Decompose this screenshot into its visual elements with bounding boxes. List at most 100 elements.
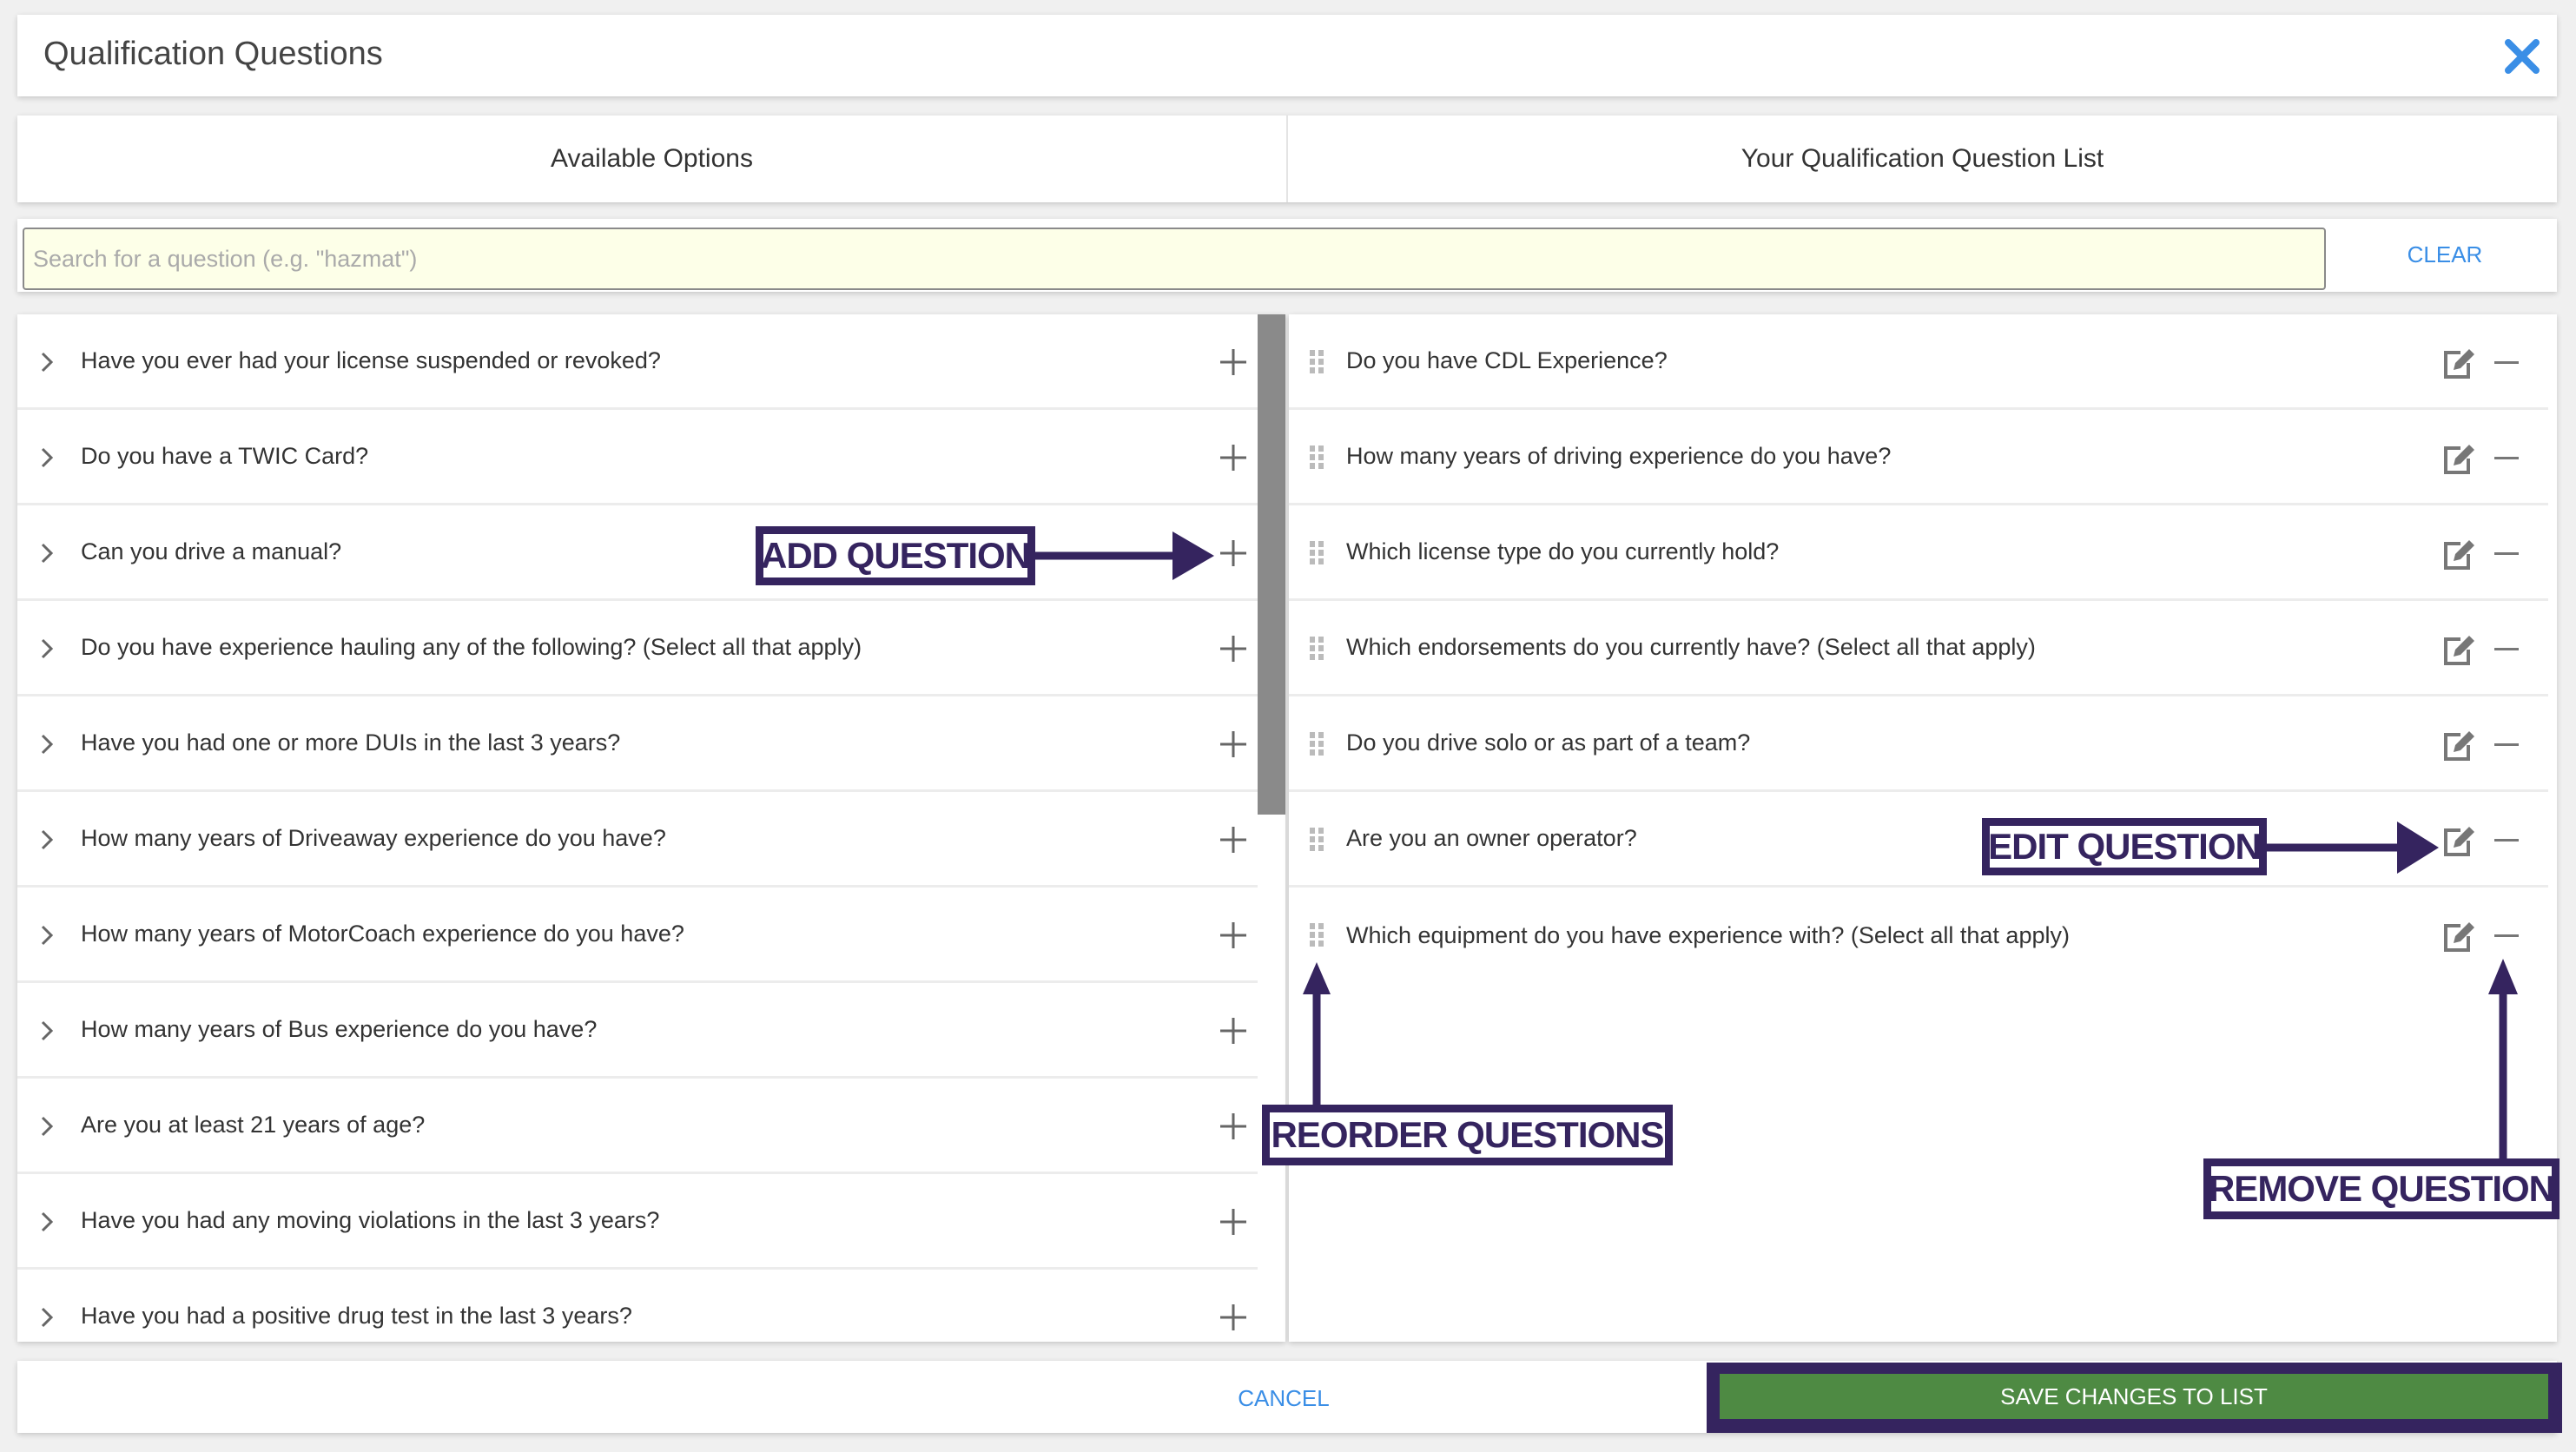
- option-text: Can you drive a manual?: [81, 538, 342, 564]
- scrollbar-thumb[interactable]: [1258, 314, 1285, 815]
- plus-icon[interactable]: [1219, 1112, 1248, 1141]
- plus-icon[interactable]: [1219, 1303, 1248, 1332]
- plus-icon[interactable]: [1219, 538, 1248, 568]
- question-list-row[interactable]: Do you drive solo or as part of a team?: [1289, 696, 2548, 792]
- question-text: Do you have CDL Experience?: [1346, 347, 1668, 373]
- question-list-row[interactable]: Do you have CDL Experience?: [1289, 314, 2548, 410]
- edit-icon[interactable]: [2441, 346, 2476, 380]
- chevron-right-icon[interactable]: [35, 1016, 59, 1046]
- plus-icon[interactable]: [1219, 634, 1248, 663]
- remove-minus-icon[interactable]: [2494, 839, 2519, 842]
- remove-minus-icon[interactable]: [2494, 743, 2519, 746]
- chevron-right-icon[interactable]: [35, 538, 59, 568]
- option-text: How many years of Bus experience do you …: [81, 1016, 598, 1042]
- drag-handle-icon[interactable]: [1308, 636, 1325, 662]
- remove-minus-icon[interactable]: [2494, 361, 2519, 364]
- available-options-list: Have you ever had your license suspended…: [17, 314, 1285, 1342]
- plus-icon[interactable]: [1219, 1207, 1248, 1237]
- question-list-row[interactable]: Are you an owner operator?: [1289, 792, 2548, 888]
- chevron-right-icon[interactable]: [35, 921, 59, 950]
- drag-handle-icon[interactable]: [1308, 445, 1325, 471]
- annotation-reorder-questions: REORDER QUESTIONS: [1262, 1105, 1673, 1165]
- tab-bar: Available Options Your Qualification Que…: [17, 116, 2557, 202]
- tab-question-list[interactable]: Your Qualification Question List: [1286, 116, 2557, 202]
- plus-icon[interactable]: [1219, 729, 1248, 759]
- plus-icon[interactable]: [1219, 1016, 1248, 1046]
- available-option-row[interactable]: Are you at least 21 years of age?: [17, 1079, 1258, 1174]
- drag-handle-icon[interactable]: [1308, 731, 1325, 757]
- chevron-right-icon[interactable]: [35, 1207, 59, 1237]
- tab-available-options[interactable]: Available Options: [551, 144, 753, 173]
- chevron-right-icon[interactable]: [35, 729, 59, 759]
- available-option-row[interactable]: Have you had a positive drug test in the…: [17, 1270, 1258, 1342]
- option-text: Do you have experience hauling any of th…: [81, 634, 862, 660]
- close-x-icon[interactable]: [2498, 32, 2546, 81]
- chevron-right-icon[interactable]: [35, 1112, 59, 1141]
- question-text: Are you an owner operator?: [1346, 825, 1637, 851]
- question-text: Do you drive solo or as part of a team?: [1346, 729, 1751, 756]
- chevron-right-icon[interactable]: [35, 347, 59, 377]
- drag-handle-icon[interactable]: [1308, 540, 1325, 566]
- cancel-button[interactable]: CANCEL: [1238, 1385, 1330, 1411]
- remove-minus-icon[interactable]: [2494, 934, 2519, 937]
- question-text: Which endorsements do you currently have…: [1346, 634, 2036, 660]
- plus-icon[interactable]: [1219, 921, 1248, 950]
- available-option-row[interactable]: How many years of Bus experience do you …: [17, 983, 1258, 1079]
- dialog-footer: CANCEL SAVE CHANGES TO LIST: [17, 1361, 2562, 1433]
- edit-icon[interactable]: [2441, 919, 2476, 954]
- available-option-row[interactable]: Have you had any moving violations in th…: [17, 1174, 1258, 1270]
- annotation-remove-question: REMOVE QUESTION: [2203, 1158, 2559, 1219]
- drag-handle-icon[interactable]: [1308, 827, 1325, 853]
- option-text: Have you had any moving violations in th…: [81, 1207, 660, 1233]
- option-text: How many years of MotorCoach experience …: [81, 921, 684, 947]
- option-text: How many years of Driveaway experience d…: [81, 825, 666, 851]
- question-list-row[interactable]: Which license type do you currently hold…: [1289, 505, 2548, 601]
- plus-icon[interactable]: [1219, 347, 1248, 377]
- chevron-right-icon[interactable]: [35, 825, 59, 855]
- option-text: Have you ever had your license suspended…: [81, 347, 661, 373]
- available-option-row[interactable]: How many years of MotorCoach experience …: [17, 888, 1258, 983]
- question-text: Which equipment do you have experience w…: [1346, 921, 2070, 948]
- annotation-edit-question: EDIT QUESTION: [1982, 818, 2267, 875]
- dialog-header: Qualification Questions: [17, 15, 2557, 96]
- remove-minus-icon[interactable]: [2494, 648, 2519, 650]
- option-text: Have you had a positive drug test in the…: [81, 1303, 632, 1329]
- option-text: Have you had one or more DUIs in the las…: [81, 729, 621, 756]
- save-changes-button[interactable]: SAVE CHANGES TO LIST: [1720, 1374, 2548, 1419]
- available-option-row[interactable]: Do you have a TWIC Card?: [17, 410, 1258, 505]
- scrollbar[interactable]: [1258, 314, 1285, 1342]
- plus-icon[interactable]: [1219, 443, 1248, 472]
- chevron-right-icon[interactable]: [35, 634, 59, 663]
- available-option-row[interactable]: Do you have experience hauling any of th…: [17, 601, 1258, 696]
- dialog-title: Qualification Questions: [43, 36, 383, 72]
- chevron-right-icon[interactable]: [35, 443, 59, 472]
- edit-icon[interactable]: [2441, 728, 2476, 762]
- clear-button[interactable]: CLEAR: [2407, 241, 2483, 267]
- chevron-right-icon[interactable]: [35, 1303, 59, 1332]
- drag-handle-icon[interactable]: [1308, 349, 1325, 375]
- edit-icon[interactable]: [2441, 632, 2476, 667]
- remove-minus-icon[interactable]: [2494, 457, 2519, 459]
- question-list-row[interactable]: How many years of driving experience do …: [1289, 410, 2548, 505]
- option-text: Do you have a TWIC Card?: [81, 443, 369, 469]
- drag-handle-icon[interactable]: [1308, 922, 1325, 948]
- search-bar: CLEAR: [17, 219, 2557, 292]
- available-option-row[interactable]: Have you ever had your license suspended…: [17, 314, 1258, 410]
- search-input[interactable]: [23, 228, 2326, 290]
- edit-icon[interactable]: [2441, 537, 2476, 571]
- remove-minus-icon[interactable]: [2494, 552, 2519, 555]
- question-list-row[interactable]: Which equipment do you have experience w…: [1289, 888, 2548, 983]
- edit-icon[interactable]: [2441, 441, 2476, 476]
- available-option-row[interactable]: Can you drive a manual?: [17, 505, 1258, 601]
- question-list: Do you have CDL Experience? How many yea…: [1289, 314, 2557, 1342]
- question-text: How many years of driving experience do …: [1346, 443, 1892, 469]
- plus-icon[interactable]: [1219, 825, 1248, 855]
- question-text: Which license type do you currently hold…: [1346, 538, 1780, 564]
- question-list-row[interactable]: Which endorsements do you currently have…: [1289, 601, 2548, 696]
- available-option-row[interactable]: How many years of Driveaway experience d…: [17, 792, 1258, 888]
- edit-icon[interactable]: [2441, 823, 2476, 858]
- available-option-row[interactable]: Have you had one or more DUIs in the las…: [17, 696, 1258, 792]
- save-button-highlight: SAVE CHANGES TO LIST: [1707, 1363, 2562, 1433]
- annotation-add-question: ADD QUESTION: [756, 526, 1035, 585]
- option-text: Are you at least 21 years of age?: [81, 1112, 426, 1138]
